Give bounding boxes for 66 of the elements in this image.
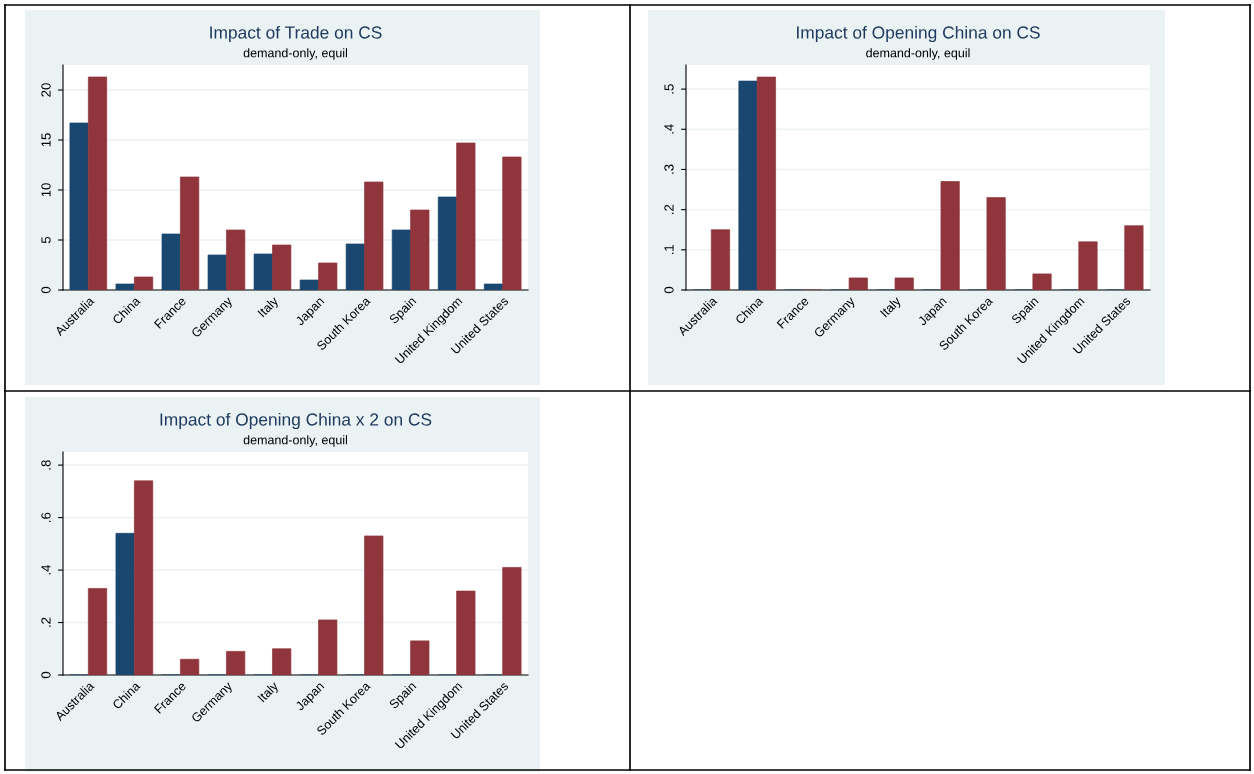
chart-title: Impact of Trade on CS — [210, 25, 382, 43]
chart-subtitle: demand-only, equil — [866, 48, 970, 60]
x-tick-label: Italy — [257, 295, 281, 320]
bar — [87, 588, 108, 675]
bar — [848, 277, 868, 290]
y-tick-label: 0 — [41, 671, 51, 679]
bar — [364, 181, 384, 290]
bar — [345, 243, 365, 290]
y-tick-label: 10 — [41, 183, 51, 197]
y-tick-label: .4 — [41, 564, 51, 575]
bar — [318, 262, 338, 290]
bar — [87, 76, 108, 290]
bar — [161, 233, 181, 290]
bar — [180, 176, 200, 290]
bar — [1078, 241, 1098, 290]
y-tick-label: .2 — [41, 617, 51, 627]
bar — [226, 229, 246, 290]
bar — [456, 142, 476, 290]
y-tick-label: 5 — [41, 236, 51, 244]
bar — [364, 535, 384, 675]
bar — [180, 658, 200, 675]
bar — [502, 156, 522, 290]
bar — [502, 567, 522, 675]
y-tick-label: .2 — [664, 204, 674, 214]
bar — [710, 229, 730, 290]
bar — [410, 640, 430, 675]
x-tick-label: Italy — [879, 295, 904, 320]
y-tick-label: .6 — [41, 512, 51, 522]
bar — [940, 181, 960, 290]
bar — [272, 244, 292, 290]
bar — [756, 76, 776, 290]
bar — [69, 122, 89, 290]
bar — [483, 283, 504, 290]
bar — [437, 196, 457, 290]
y-tick-label: 0 — [41, 286, 51, 294]
bar — [253, 253, 273, 290]
bar — [115, 532, 135, 675]
bar — [134, 276, 154, 290]
bar — [299, 279, 319, 290]
y-tick-label: .1 — [664, 244, 674, 255]
x-tick-label: Italy — [257, 680, 281, 705]
bar — [1124, 225, 1144, 290]
y-tick-label: 0 — [664, 286, 674, 294]
bar — [456, 590, 476, 675]
chart-title: Impact of Opening China x 2 on CS — [160, 412, 432, 430]
y-tick-label: 15 — [41, 133, 51, 147]
bar — [318, 619, 338, 675]
bar — [226, 651, 246, 675]
y-tick-label: .3 — [664, 164, 674, 174]
bar — [207, 254, 227, 290]
y-tick-label: 20 — [41, 83, 51, 97]
bar — [738, 80, 758, 290]
chart-subtitle: demand-only, equil — [243, 435, 348, 447]
bar — [986, 197, 1006, 290]
bar — [1032, 273, 1052, 290]
chart-subtitle: demand-only, equil — [243, 48, 348, 60]
bar — [894, 277, 914, 290]
y-tick-label: .8 — [41, 460, 51, 470]
y-tick-label: .4 — [664, 124, 674, 134]
chart-title: Impact of Opening China on CS — [797, 25, 1040, 43]
bar — [115, 283, 135, 290]
bar — [410, 209, 430, 290]
y-tick-label: .5 — [664, 84, 674, 94]
bar — [134, 480, 154, 675]
bar — [272, 648, 292, 675]
bar — [391, 229, 411, 290]
